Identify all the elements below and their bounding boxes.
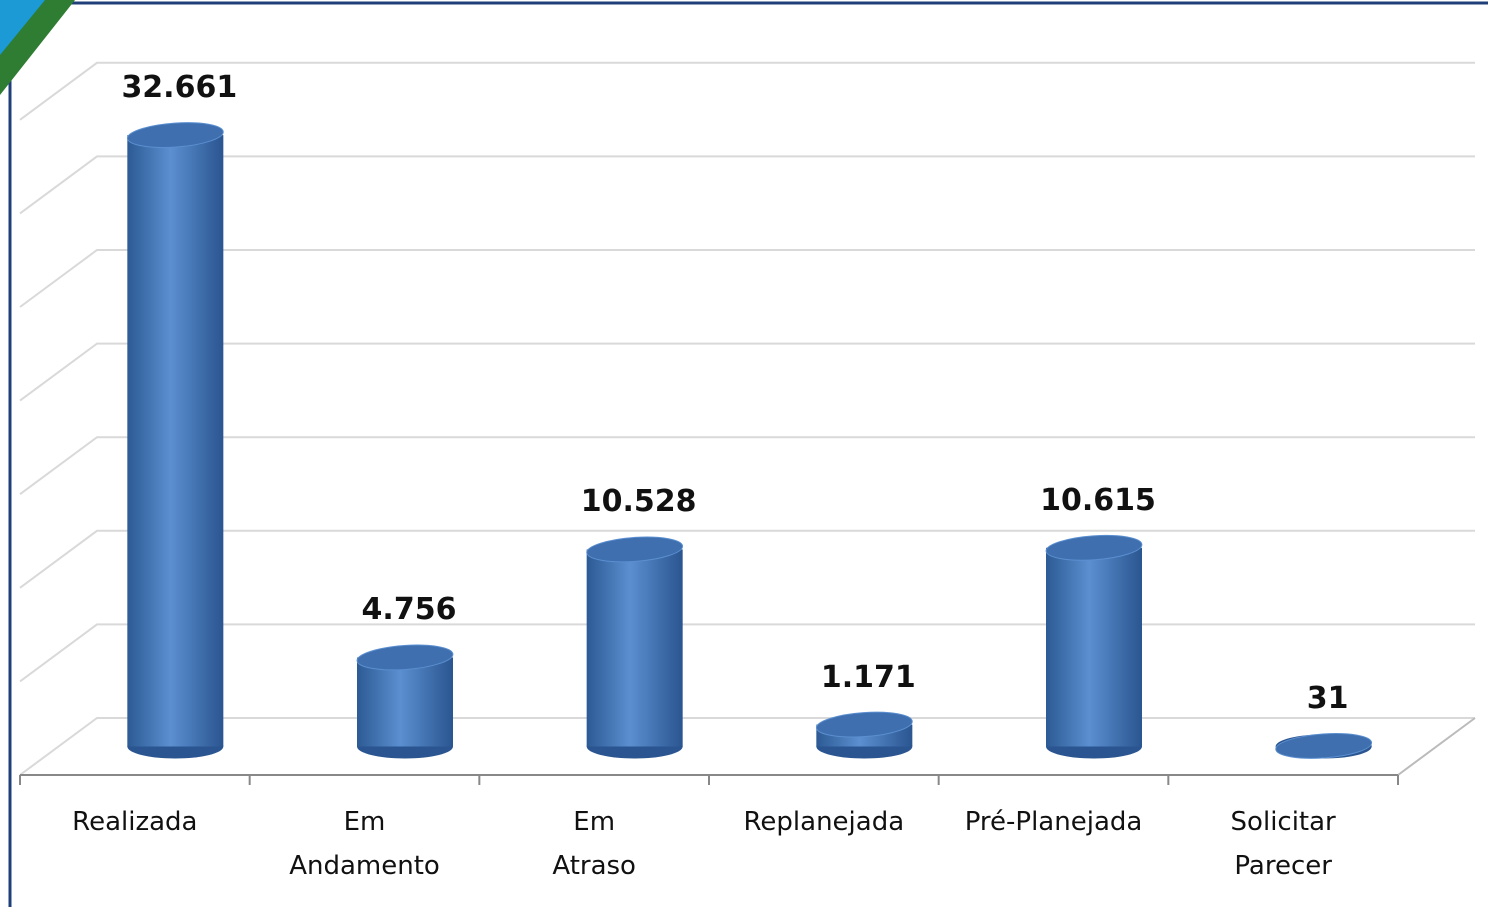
- bar-top: [1275, 732, 1373, 759]
- bar-top: [815, 711, 913, 738]
- bar-top: [1045, 534, 1143, 561]
- corner-decoration: [0, 0, 45, 55]
- data-label: 32.661: [121, 70, 238, 106]
- grid-line: [19, 342, 1475, 402]
- x-tick-label: Realizada: [72, 807, 198, 837]
- bar-top: [586, 536, 684, 563]
- x-tick-label: Solicitar Parecer: [1230, 807, 1336, 881]
- data-label: 1.171: [820, 659, 916, 695]
- grid-line: [19, 249, 1475, 308]
- x-tick-label: Em Atraso: [552, 807, 636, 881]
- data-label: 4.756: [361, 592, 457, 628]
- bar: [357, 657, 453, 747]
- grid-line: [19, 529, 1475, 589]
- x-tick-label: Em Andamento: [289, 807, 440, 881]
- bar: [586, 549, 683, 747]
- bar: [1046, 547, 1142, 747]
- bar-top: [126, 122, 224, 149]
- grid-line: [19, 61, 1475, 121]
- floor: [20, 717, 1476, 776]
- data-label: 10.615: [1040, 482, 1156, 518]
- grid-line: [19, 717, 1475, 776]
- grid-line: [19, 623, 1475, 683]
- bar: [127, 135, 224, 747]
- bar-top: [356, 644, 454, 671]
- x-tick-label: Replanejada: [743, 807, 905, 837]
- data-label: 31: [1306, 680, 1349, 716]
- grid-line: [19, 436, 1475, 496]
- frame: [8, 1, 1488, 907]
- grid-line: [19, 155, 1475, 215]
- data-label: 10.528: [580, 484, 697, 520]
- x-tick-label: Pré-Planejada: [964, 807, 1143, 837]
